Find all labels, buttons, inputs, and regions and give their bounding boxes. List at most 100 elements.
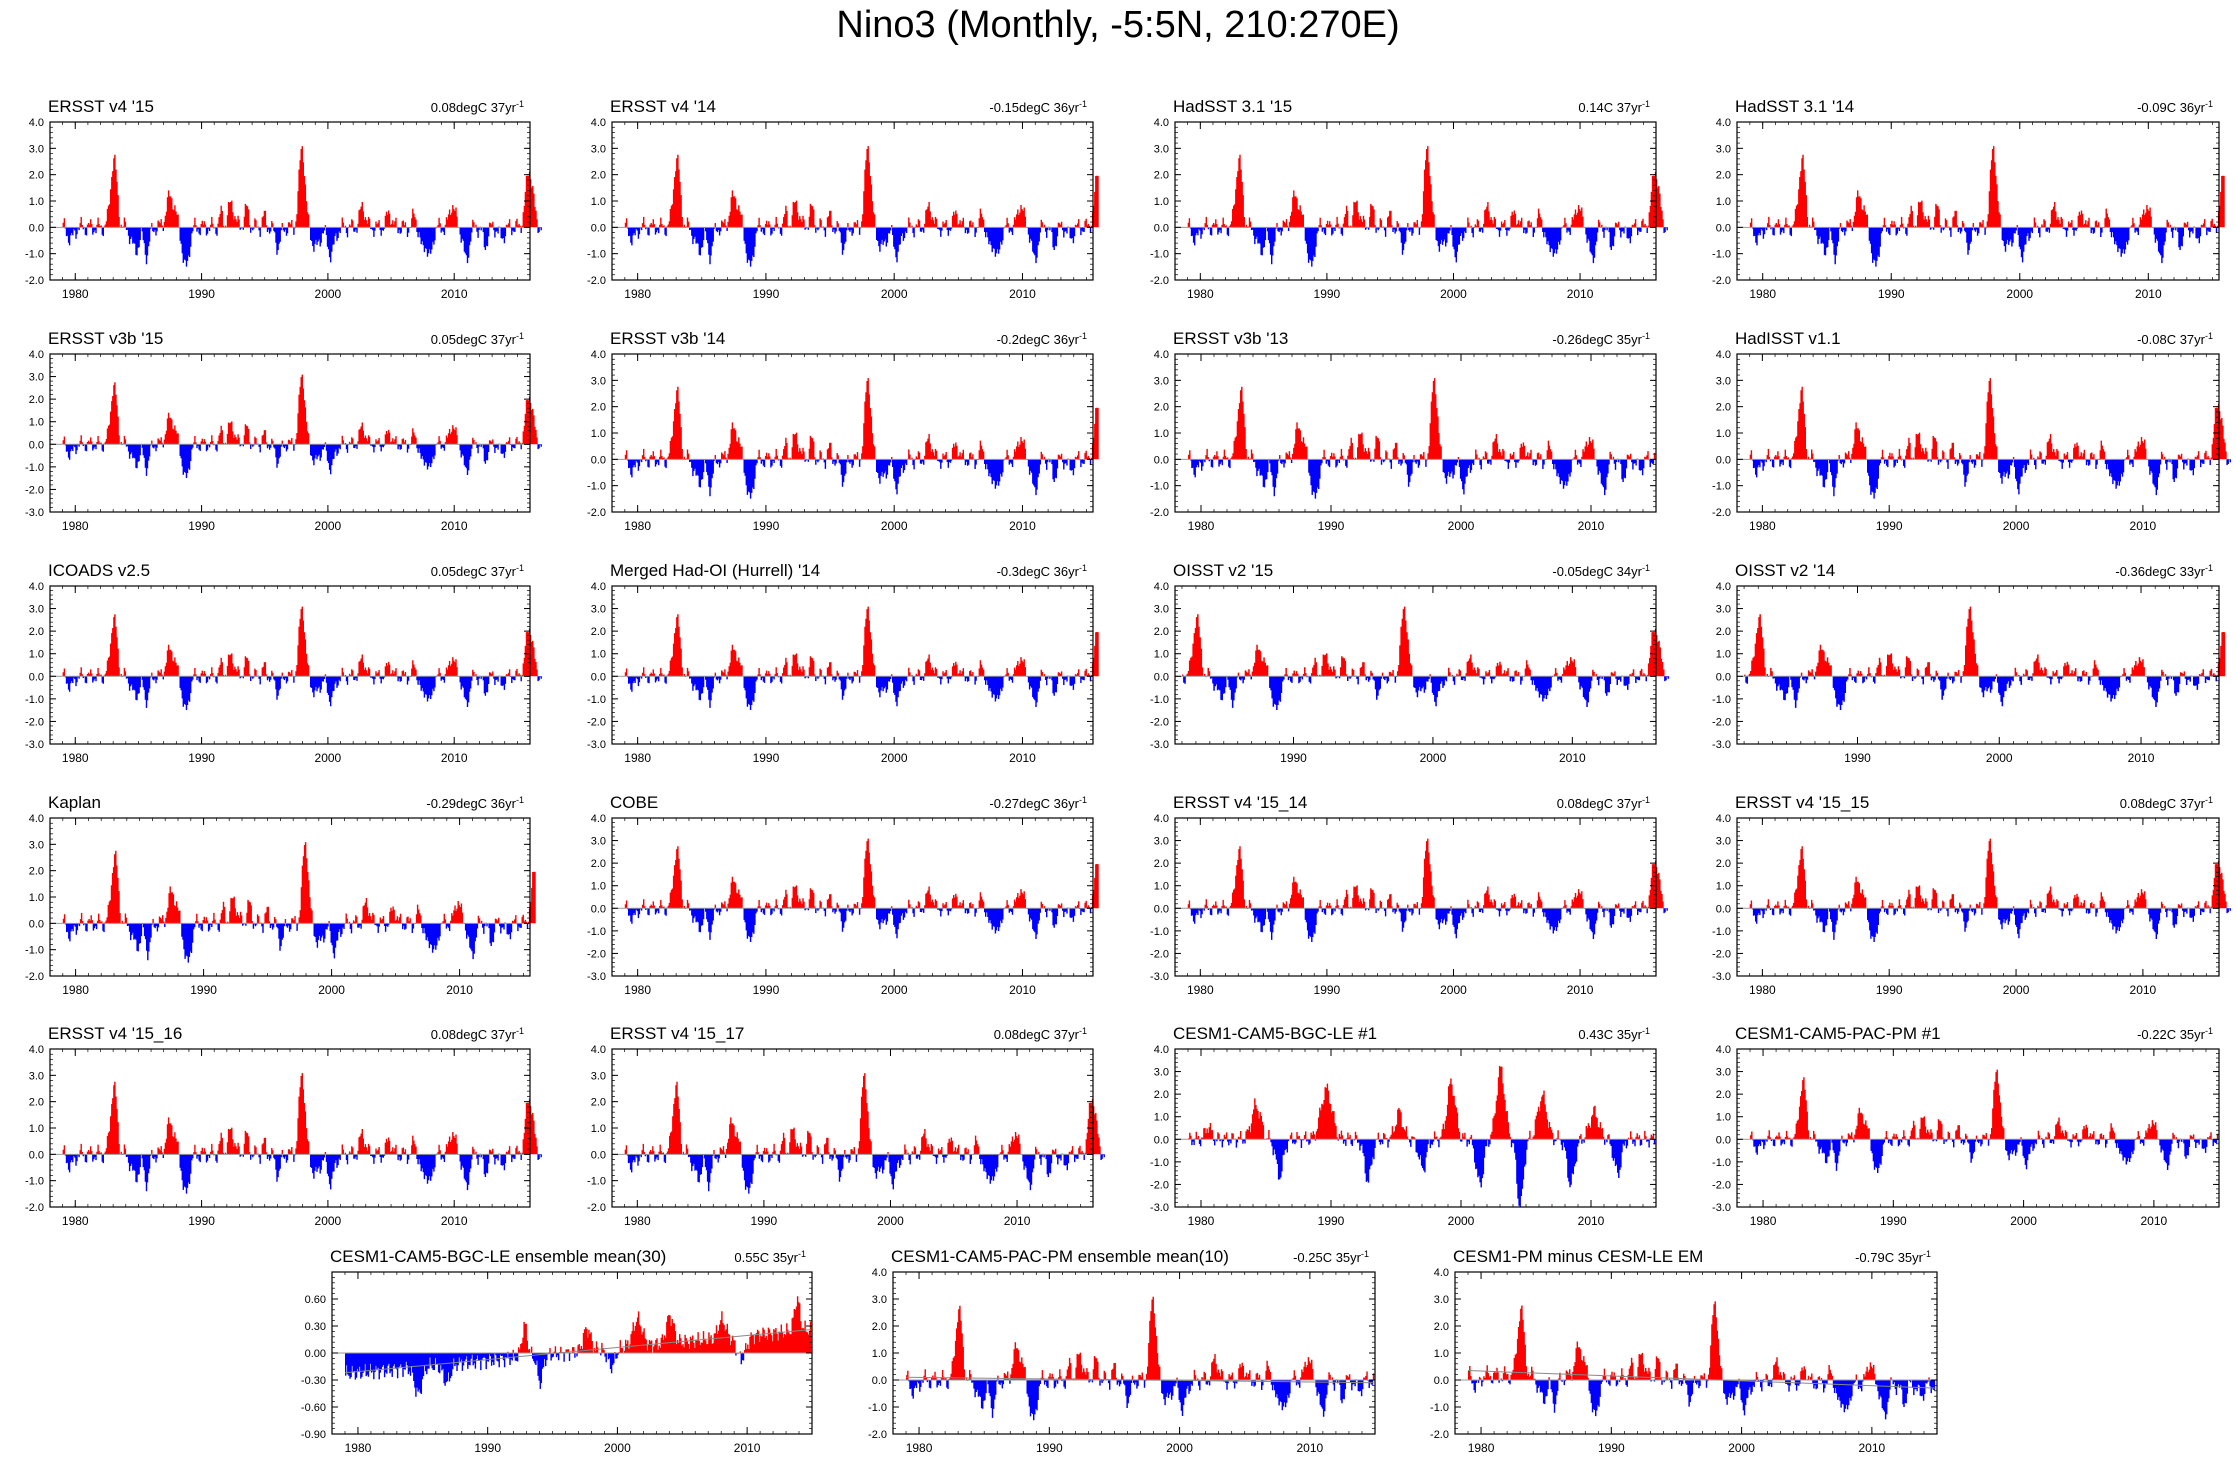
y-tick-label: 3.0 [1716,143,1731,155]
trend-label: 0.08degC 37yr-1 [2120,795,2213,811]
x-tick-label: 1990 [188,1214,215,1228]
x-tick-label: 1990 [753,519,780,533]
y-tick-label: 0.0 [1434,1375,1449,1387]
x-tick-label: 1990 [188,519,215,533]
trend-line [906,1376,1374,1384]
trend-label: 0.14C 37yr-1 [1578,99,1650,115]
x-tick-label: 2010 [441,1214,468,1228]
y-tick-label: 1.0 [29,417,44,429]
chart-panel: CESM1-CAM5-BGC-LE ensemble mean(30) 0.55C… [301,1247,813,1455]
positive-anomaly-area [1749,146,2225,228]
x-tick-label: 1990 [1318,519,1345,533]
trend-exponent: -1 [1642,99,1650,109]
negative-anomaly-area [64,227,542,267]
negative-anomaly-area [627,908,1092,942]
x-tick-label: 1980 [1749,983,1776,997]
chart-title: CESM1-CAM5-BGC-LE #1 [1173,1024,1377,1043]
x-tick-label: 2000 [318,983,345,997]
x-tick-label: 1980 [62,1214,89,1228]
positive-anomaly-area [62,374,538,445]
x-tick-label: 2000 [1728,1441,1755,1455]
plot-frame [1454,1271,1938,1435]
y-tick-label: -1.0 [1430,1402,1449,1414]
negative-anomaly-area [64,923,529,963]
trend-label: -0.29degC 36yr-1 [426,795,524,811]
y-tick-label: 0.0 [591,454,606,466]
trend-label: 0.05degC 37yr-1 [431,331,524,347]
plot-frame [49,1048,531,1208]
x-tick-label: 2010 [1004,1214,1031,1228]
y-tick-label: 2.0 [1154,858,1169,870]
y-tick-label: -3.0 [1712,971,1731,983]
trend-exponent: -1 [1361,1249,1369,1259]
x-tick-label: 2010 [2130,519,2157,533]
x-tick-label: 2010 [2141,1214,2168,1228]
y-tick-label: -1.0 [1712,481,1731,493]
y-tick-label: 4.0 [591,581,606,593]
y-tick-label: 2.0 [591,858,606,870]
y-tick-label: 4.0 [29,117,44,129]
y-tick-label: 1.0 [872,1348,887,1360]
y-tick-label: 2.0 [29,1097,44,1109]
y-tick-label: -2.0 [587,507,606,519]
x-tick-label: 1980 [624,1214,651,1228]
negative-anomaly-area [64,444,542,478]
y-tick-label: 0.0 [29,1149,44,1161]
plot-frame [1736,1048,2220,1208]
y-tick-label: -3.0 [1712,739,1731,751]
positive-anomaly-area [1744,606,2226,677]
plot-frame [611,121,1094,281]
x-tick-label: 1980 [906,1441,933,1455]
y-tick-label: -2.0 [25,1202,44,1214]
plot-frame [1174,353,1657,513]
y-tick-label: 3.0 [591,143,606,155]
chart-title: OISST v2 '15 [1173,561,1273,580]
chart-panel: ERSST v3b '15 0.05degC 37yr-1 4.0 3.0 2.0 1.0… [25,329,542,533]
y-tick-label: 1.0 [591,1123,606,1135]
negative-anomaly-area [345,1353,745,1397]
chart-title: OISST v2 '14 [1735,561,1835,580]
trend-exponent: -1 [1642,795,1650,805]
x-tick-label: 1990 [753,287,780,301]
plot-frame [49,817,531,977]
trend-exponent: -1 [1079,99,1087,109]
x-tick-label: 2010 [1009,519,1036,533]
x-tick-label: 2010 [446,983,473,997]
y-tick-label: 1.0 [29,892,44,904]
trend-exponent: -1 [516,563,524,573]
chart-panel: OISST v2 '14 -0.36degC 33yr-1 4.0 3.0 2.0 1.0… [1712,561,2226,765]
x-tick-label: 1980 [62,287,89,301]
x-tick-label: 1980 [62,751,89,765]
y-tick-label: 0.0 [1716,1134,1731,1146]
x-tick-label: 1980 [1750,1214,1777,1228]
x-tick-label: 1990 [1318,1214,1345,1228]
y-tick-label: 3.0 [1716,604,1731,616]
y-tick-label: 4.0 [591,813,606,825]
y-tick-label: -2.0 [1712,507,1731,519]
y-tick-label: 1.0 [1154,196,1169,208]
trend-line [344,1329,811,1374]
y-tick-label: -2.0 [1150,716,1169,728]
positive-anomaly-area [624,378,1099,460]
y-tick-label: 3.0 [1154,375,1169,387]
y-tick-label: 0.0 [29,439,44,451]
x-tick-label: 1990 [188,287,215,301]
y-tick-label: -1.0 [25,462,44,474]
y-tick-label: -1.0 [25,945,44,957]
y-tick-label: 3.0 [1154,836,1169,848]
positive-anomaly-area [1749,838,2227,909]
y-tick-label: 3.0 [29,1070,44,1082]
y-tick-label: -1.0 [587,694,606,706]
y-tick-label: 4.0 [1154,1044,1169,1056]
x-tick-label: 2010 [734,1441,761,1455]
x-tick-label: 2000 [1440,983,1467,997]
y-tick-label: 4.0 [1716,813,1731,825]
trend-label: 0.08degC 37yr-1 [431,1026,524,1042]
y-tick-label: 4.0 [1716,1044,1731,1056]
y-tick-label: -0.90 [301,1429,326,1441]
x-tick-label: 2000 [604,1441,631,1455]
y-tick-label: -2.0 [25,716,44,728]
y-tick-label: -2.0 [1712,1179,1731,1191]
y-tick-label: -2.0 [1150,507,1169,519]
